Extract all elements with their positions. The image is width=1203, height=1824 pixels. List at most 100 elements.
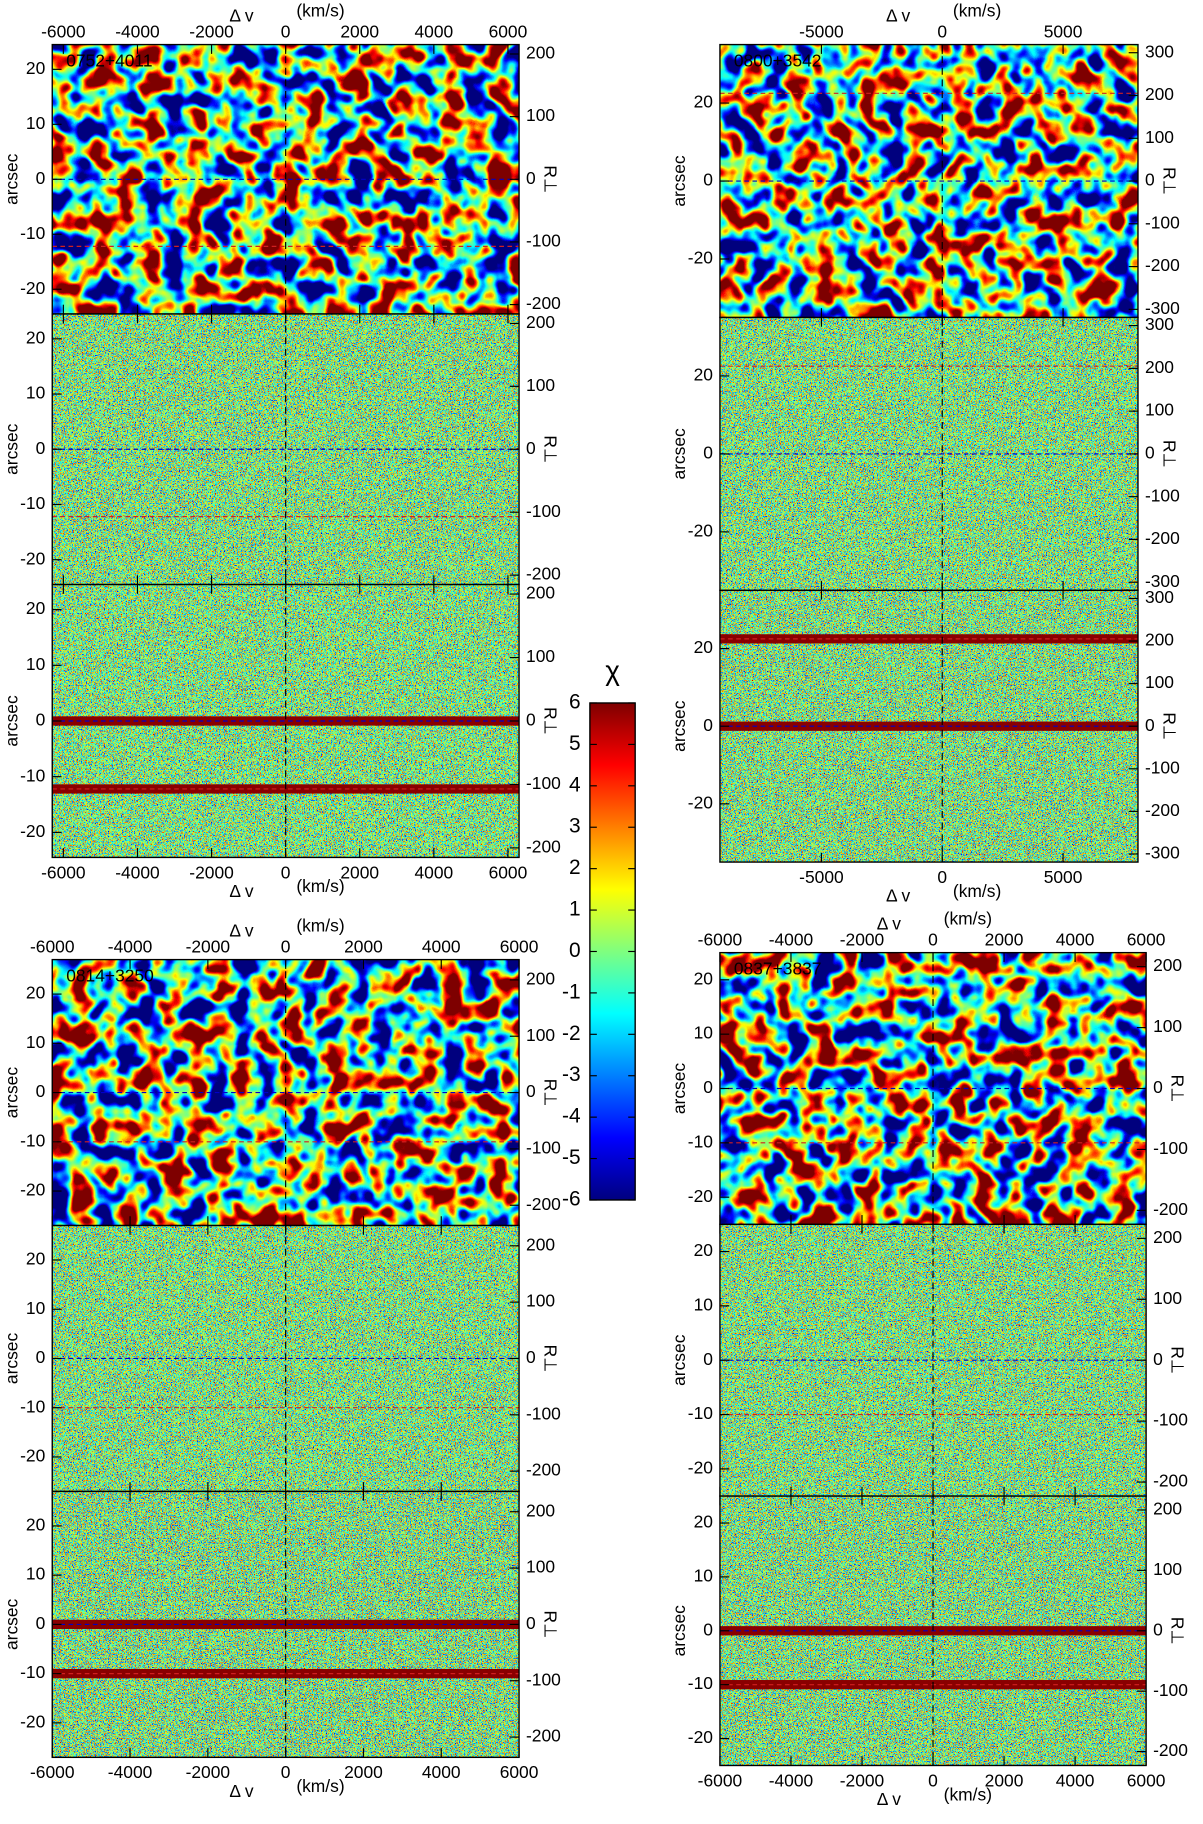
y-tick-label: 20 xyxy=(694,365,713,385)
y2-tick-label: 0 xyxy=(526,1081,536,1101)
y2-tick-label: 200 xyxy=(1145,84,1174,104)
x-tick-label: 2000 xyxy=(340,862,379,882)
y-tick-label: -20 xyxy=(20,278,45,298)
y2-axis-label: R⊥ xyxy=(541,435,561,463)
y2-tick-label: 0 xyxy=(1145,715,1155,735)
x-axis-label: Δ v xyxy=(229,5,254,25)
x-tick-label: -4000 xyxy=(108,1762,153,1782)
y2-tick-label: 200 xyxy=(526,312,555,332)
x-axis-unit: (km/s) xyxy=(296,1776,344,1796)
y2-tick-label: 200 xyxy=(1145,630,1174,650)
y-tick-label: 20 xyxy=(694,968,713,988)
y2-tick-label: 300 xyxy=(1145,41,1174,61)
y2-tick-label: 0 xyxy=(526,1347,536,1367)
y2-tick-label: 200 xyxy=(526,43,555,63)
colorbar-tick-label: 3 xyxy=(569,815,581,838)
colorbar xyxy=(589,702,636,1201)
x-tick-label: 2000 xyxy=(340,22,379,42)
colorbar-tick-label: 6 xyxy=(569,691,581,714)
y2-tick-label: -200 xyxy=(1153,1740,1188,1760)
x-tick-label: -4000 xyxy=(115,22,160,42)
x-tick-label: 6000 xyxy=(1127,930,1166,950)
y2-tick-label: -300 xyxy=(1145,298,1180,318)
y2-tick-label: -200 xyxy=(1145,528,1180,548)
x-tick-label: 4000 xyxy=(414,862,453,882)
y2-tick-label: 300 xyxy=(1145,314,1174,334)
y-tick-label: -10 xyxy=(20,1662,45,1682)
y2-tick-label: -100 xyxy=(526,231,561,251)
x-axis-label: Δ v xyxy=(886,5,911,25)
panel-title: 0814+3250 xyxy=(66,966,154,986)
y-tick-label: -10 xyxy=(688,1403,713,1423)
y2-tick-label: 0 xyxy=(526,438,536,458)
y2-tick-label: 100 xyxy=(526,646,555,666)
y2-tick-label: -200 xyxy=(526,293,561,313)
x-tick-label: 2000 xyxy=(344,937,383,957)
y-tick-label: 10 xyxy=(26,1298,45,1318)
y2-axis-label: R⊥ xyxy=(541,1611,561,1639)
y-tick-label: 0 xyxy=(36,168,46,188)
y-tick-label: 20 xyxy=(26,1249,45,1269)
x-tick-label: -2000 xyxy=(840,930,885,950)
x-tick-label: -6000 xyxy=(30,1762,75,1782)
y2-tick-label: 200 xyxy=(526,1500,555,1520)
y2-axis-label: R⊥ xyxy=(541,165,561,193)
y2-tick-label: -200 xyxy=(1153,1471,1188,1491)
y-tick-label: -20 xyxy=(20,1180,45,1200)
y-tick-label: 10 xyxy=(26,1032,45,1052)
x-axis-unit: (km/s) xyxy=(953,881,1001,901)
y-axis-label: arcsec xyxy=(1,423,21,475)
y2-axis-label: R⊥ xyxy=(1168,1346,1188,1374)
y-axis-label: arcsec xyxy=(1,695,21,747)
x-axis-label: Δ v xyxy=(886,885,911,905)
x-tick-label: 4000 xyxy=(414,22,453,42)
y-tick-label: -20 xyxy=(20,548,45,568)
y2-tick-label: -200 xyxy=(526,836,561,856)
x-tick-label: 5000 xyxy=(1044,867,1083,887)
y2-tick-label: 100 xyxy=(526,1291,555,1311)
x-axis-label: Δ v xyxy=(877,1789,902,1809)
y2-tick-label: 100 xyxy=(1153,1016,1182,1036)
x-axis-label: Δ v xyxy=(229,920,254,940)
y-tick-label: -20 xyxy=(20,1446,45,1466)
y2-axis-label: R⊥ xyxy=(1168,1617,1188,1645)
y2-tick-label: 0 xyxy=(526,168,536,188)
y2-tick-label: -200 xyxy=(1145,800,1180,820)
y2-tick-label: 0 xyxy=(1153,1619,1163,1639)
y-tick-label: 10 xyxy=(26,113,45,133)
y2-tick-label: 100 xyxy=(526,105,555,125)
y-tick-label: -10 xyxy=(20,493,45,513)
colorbar-tick-label: -3 xyxy=(562,1063,581,1086)
y2-tick-label: -100 xyxy=(526,773,561,793)
y2-tick-label: 200 xyxy=(1153,1499,1182,1519)
x-tick-label: -4000 xyxy=(108,937,153,957)
x-axis-label: Δ v xyxy=(229,1781,254,1801)
y-tick-label: 0 xyxy=(703,1077,713,1097)
colorbar-tick-label: -1 xyxy=(562,980,581,1003)
x-axis-unit: (km/s) xyxy=(953,1,1001,21)
y-tick-label: 20 xyxy=(26,598,45,618)
x-tick-label: -6000 xyxy=(41,862,86,882)
x-tick-label: 6000 xyxy=(489,22,528,42)
y2-tick-label: -100 xyxy=(1145,212,1180,232)
colorbar-tick-label: -4 xyxy=(562,1105,581,1128)
y2-tick-label: 200 xyxy=(526,968,555,988)
x-tick-label: -4000 xyxy=(769,930,814,950)
x-axis-unit: (km/s) xyxy=(296,1,344,21)
y-axis-label: arcsec xyxy=(1,153,21,205)
x-tick-label: 0 xyxy=(281,862,291,882)
y2-tick-label: -100 xyxy=(1153,1680,1188,1700)
panel-title: 0837+3837 xyxy=(734,959,822,979)
y-tick-label: 20 xyxy=(694,637,713,657)
colorbar-tick-label: 1 xyxy=(569,898,581,921)
y-tick-label: 20 xyxy=(26,983,45,1003)
y-tick-label: 20 xyxy=(694,92,713,112)
x-tick-label: -6000 xyxy=(698,930,743,950)
x-axis-unit: (km/s) xyxy=(296,876,344,896)
y2-axis-label: R⊥ xyxy=(541,1345,561,1373)
y-tick-label: -10 xyxy=(688,1673,713,1693)
y2-tick-label: 200 xyxy=(526,583,555,603)
y2-tick-label: -100 xyxy=(1145,757,1180,777)
y2-tick-label: 100 xyxy=(1145,672,1174,692)
y2-tick-label: 100 xyxy=(526,375,555,395)
